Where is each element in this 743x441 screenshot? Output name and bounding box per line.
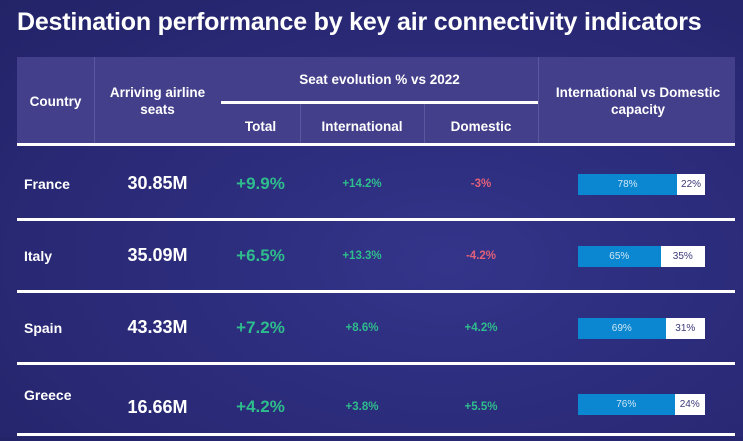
page-title: Destination performance by key air conne… <box>17 8 702 36</box>
total-evolution: +9.9% <box>236 173 285 193</box>
arriving-seats: 43.33M <box>127 317 188 337</box>
capacity-bar: 69% 31% <box>578 318 705 339</box>
total-evolution: +4.2% <box>236 397 285 416</box>
capacity-bar: 65% 35% <box>578 246 705 267</box>
header-total: Total <box>244 118 277 134</box>
domestic-share: 22% <box>677 174 705 195</box>
arriving-seats: 30.85M <box>127 173 188 193</box>
header-capacity: International vs Domestic capacity <box>555 85 721 117</box>
international-evolution: +14.2% <box>342 177 382 190</box>
country-name: Italy <box>24 247 53 264</box>
header-evolution: Seat evolution % vs 2022 <box>299 71 460 87</box>
international-share: 69% <box>578 318 666 339</box>
header-international: International <box>321 118 403 134</box>
domestic-evolution: +5.5% <box>464 401 498 413</box>
table-header: Country Arriving airline seats Seat evol… <box>17 57 735 146</box>
domestic-evolution: +4.2% <box>464 321 498 334</box>
international-evolution: +3.8% <box>345 401 379 413</box>
international-evolution: +8.6% <box>345 321 379 334</box>
table-row: France 30.85M +9.9% +14.2% -3% 78% 22% <box>17 149 735 221</box>
international-evolution: +13.3% <box>342 249 382 262</box>
table-row: Greece 16.66M +4.2% +3.8% +5.5% 76% 24% <box>17 365 735 436</box>
table-row: Italy 35.09M +6.5% +13.3% -4.2% 65% 35% <box>17 221 735 293</box>
arriving-seats: 35.09M <box>127 245 188 265</box>
domestic-evolution: -4.2% <box>465 249 497 262</box>
international-share: 76% <box>578 394 675 415</box>
country-name: Spain <box>24 319 63 336</box>
country-name: France <box>24 175 70 192</box>
country-name: Greece <box>24 387 72 403</box>
arriving-seats: 16.66M <box>127 396 188 417</box>
total-evolution: +6.5% <box>236 245 285 265</box>
capacity-bar: 76% 24% <box>578 394 705 415</box>
international-share: 78% <box>578 174 678 195</box>
domestic-share: 24% <box>674 394 705 415</box>
header-country: Country <box>29 94 82 109</box>
domestic-share: 31% <box>665 318 705 339</box>
domestic-share: 35% <box>660 246 705 267</box>
international-share: 65% <box>578 246 661 267</box>
header-seats: Arriving airline seats <box>109 85 206 117</box>
capacity-bar: 78% 22% <box>578 174 705 195</box>
subheader-divider <box>221 101 538 104</box>
total-evolution: +7.2% <box>236 317 285 337</box>
table-row: Spain 43.33M +7.2% +8.6% +4.2% 69% 31% <box>17 293 735 365</box>
header-domestic: Domestic <box>450 118 512 134</box>
domestic-evolution: -3% <box>470 177 492 190</box>
